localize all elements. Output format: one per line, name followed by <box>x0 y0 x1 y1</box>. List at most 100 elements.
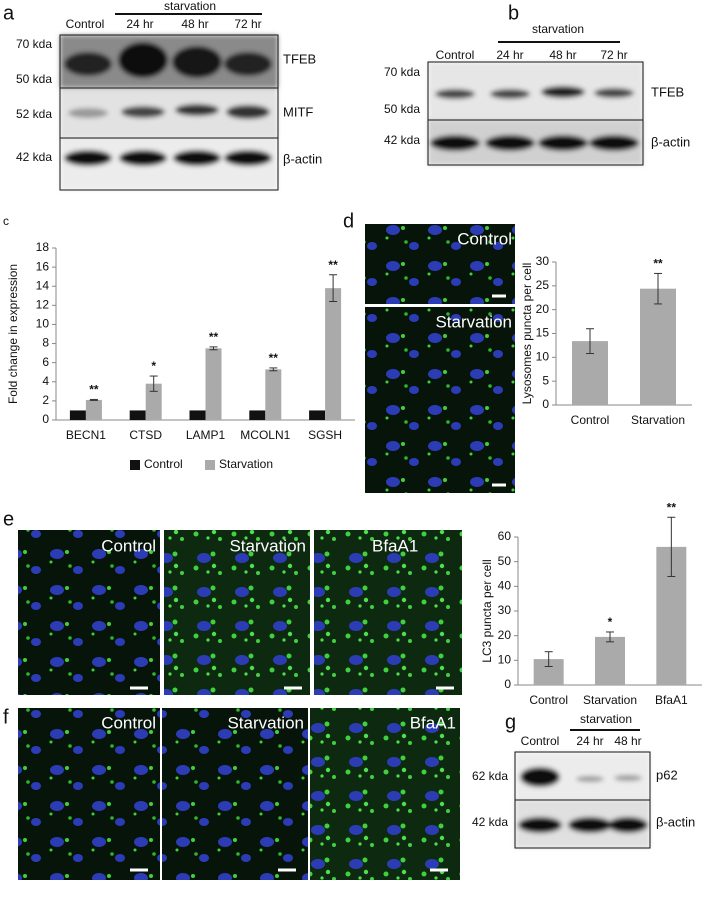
significance: ** <box>667 500 677 514</box>
bar <box>145 383 162 420</box>
y-tick-label: 40 <box>498 579 512 593</box>
bar <box>189 410 206 420</box>
blot <box>428 62 643 165</box>
y-tick-label: 50 <box>498 554 512 568</box>
x-tick-label: Starvation <box>631 413 685 427</box>
image-label: Control <box>457 229 512 248</box>
bar <box>325 288 342 420</box>
y-tick-label: 18 <box>36 240 50 254</box>
bar <box>309 410 326 420</box>
y-tick-label: 8 <box>42 336 49 350</box>
y-tick-label: 25 <box>536 278 550 292</box>
micrograph <box>365 224 515 304</box>
significance: ** <box>89 383 99 397</box>
lane-label: 24 hr <box>126 17 153 31</box>
micrograph <box>18 708 160 880</box>
y-tick-label: 16 <box>36 259 50 273</box>
protein-label: β-actin <box>656 814 695 829</box>
y-axis-label: Fold change in expression <box>6 264 20 404</box>
panel-label: g <box>505 711 516 733</box>
marker-label: 52 kda <box>16 107 52 121</box>
panel-label: d <box>343 210 354 232</box>
y-tick-label: 15 <box>536 326 550 340</box>
bar <box>205 348 222 420</box>
significance: * <box>608 615 613 629</box>
x-tick-label: LAMP1 <box>186 428 226 442</box>
image-label: BfaA1 <box>410 713 456 732</box>
lane-label: 72 hr <box>600 48 627 62</box>
y-tick-label: 0 <box>542 397 549 411</box>
x-tick-label: MCOLN1 <box>240 428 290 442</box>
y-axis-label: Lysosomes puncta per cell <box>520 263 534 405</box>
y-tick-label: 0 <box>504 677 511 691</box>
marker-label: 42 kda <box>384 133 420 147</box>
y-tick-label: 10 <box>536 350 550 364</box>
y-tick-label: 2 <box>42 393 49 407</box>
image-label: Starvation <box>435 312 512 331</box>
y-tick-label: 4 <box>42 374 49 388</box>
blot <box>515 752 650 848</box>
legend-label: Control <box>144 457 183 471</box>
protein-label: β-actin <box>283 151 322 166</box>
micrograph <box>18 530 160 695</box>
panel-label: a <box>3 2 15 24</box>
marker-label: 62 kda <box>472 769 508 783</box>
y-tick-label: 20 <box>536 302 550 316</box>
image-label: Starvation <box>227 713 304 732</box>
protein-label: β-actin <box>651 134 690 149</box>
blot-frame <box>59 34 279 191</box>
lane-label: Control <box>436 48 475 62</box>
micrograph <box>365 307 515 493</box>
bar <box>265 369 282 420</box>
marker-label: 42 kda <box>16 150 52 164</box>
lane-label: 24 hr <box>496 48 523 62</box>
panel-label: c <box>3 214 9 228</box>
blot-frame <box>427 61 644 166</box>
bar <box>129 410 146 420</box>
lane-label: Control <box>521 734 560 748</box>
x-tick-label: Control <box>571 413 610 427</box>
bar <box>640 288 676 405</box>
blot <box>60 35 278 190</box>
bar <box>85 399 102 420</box>
y-tick-label: 0 <box>42 412 49 426</box>
marker-label: 50 kda <box>384 102 420 116</box>
protein-label: TFEB <box>283 51 316 66</box>
lane-label: 24 hr <box>576 734 603 748</box>
marker-label: 50 kda <box>16 72 52 86</box>
y-tick-label: 12 <box>36 298 50 312</box>
y-tick-label: 14 <box>36 278 50 292</box>
image-label: Starvation <box>229 536 306 555</box>
y-tick-label: 30 <box>536 254 550 268</box>
x-tick-label: Control <box>529 693 568 707</box>
y-tick-label: 5 <box>542 373 549 387</box>
marker-label: 42 kda <box>472 815 508 829</box>
panel-label: e <box>3 508 14 530</box>
y-tick-label: 10 <box>36 317 50 331</box>
image-label: Control <box>101 713 156 732</box>
x-tick-label: CTSD <box>129 428 162 442</box>
bar <box>595 636 625 685</box>
lane-label: 48 hr <box>181 17 208 31</box>
protein-label: TFEB <box>651 84 684 99</box>
panel-label: b <box>508 2 519 24</box>
marker-label: 70 kda <box>16 37 52 51</box>
legend-label: Starvation <box>219 457 273 471</box>
bar <box>249 410 266 420</box>
x-tick-label: BECN1 <box>66 428 106 442</box>
group-label: starvation <box>164 0 216 13</box>
y-tick-label: 30 <box>498 603 512 617</box>
protein-label: MITF <box>283 104 313 119</box>
micrograph <box>164 530 310 695</box>
image-label: BfaA1 <box>372 536 418 555</box>
significance: ** <box>653 257 663 271</box>
micrograph <box>310 708 460 880</box>
micrograph <box>162 708 308 880</box>
lane-label: 72 hr <box>234 17 261 31</box>
marker-label: 70 kda <box>384 65 420 79</box>
y-tick-label: 6 <box>42 355 49 369</box>
lane-label: 48 hr <box>549 48 576 62</box>
significance: ** <box>328 258 338 272</box>
legend-swatch <box>130 460 140 470</box>
panel-label: f <box>3 706 9 728</box>
